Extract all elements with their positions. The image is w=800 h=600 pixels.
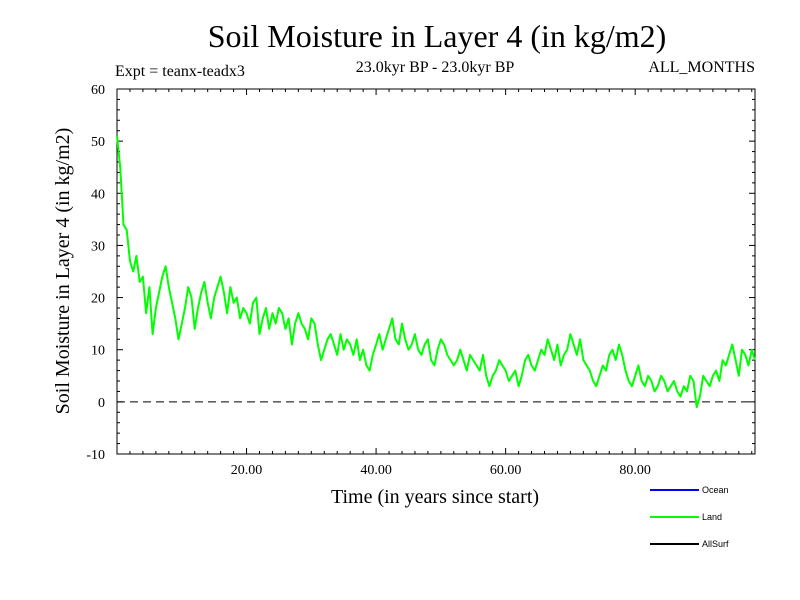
y-tick-label: 20 bbox=[91, 292, 105, 307]
period-label: 23.0kyr BP - 23.0kyr BP bbox=[356, 59, 515, 76]
y-tick-label: 0 bbox=[98, 396, 105, 411]
plot-area: -10 0 10 20 30 40 50 60 20.00 40.00 60.00 80.00 bbox=[86, 83, 756, 478]
y-tick-label: -10 bbox=[86, 448, 105, 463]
experiment-label: Expt = teanx-teadx3 bbox=[115, 63, 245, 80]
chart-title: Soil Moisture in Layer 4 (in kg/m2) bbox=[208, 18, 667, 54]
y-tick-label: 10 bbox=[91, 344, 105, 359]
plot-frame bbox=[116, 88, 756, 455]
x-tick-label: 80.00 bbox=[619, 463, 651, 478]
legend-label-land: Land bbox=[702, 512, 722, 522]
y-tick-label: 60 bbox=[91, 83, 105, 98]
legend: Ocean Land AllSurf bbox=[650, 485, 729, 549]
legend-label-allsurf: AllSurf bbox=[702, 539, 729, 549]
y-axis-label: Soil Moisture in Layer 4 (in kg/m2) bbox=[52, 128, 74, 415]
y-tick-label: 40 bbox=[91, 187, 105, 202]
y-tick-label: 30 bbox=[91, 239, 105, 254]
series-line-land bbox=[116, 135, 756, 409]
x-tick-label: 20.00 bbox=[231, 463, 263, 478]
months-label: ALL_MONTHS bbox=[648, 59, 755, 76]
y-tick-label: 50 bbox=[91, 135, 105, 150]
legend-label-ocean: Ocean bbox=[702, 485, 729, 495]
x-axis-label: Time (in years since start) bbox=[331, 486, 539, 508]
x-tick-label: 60.00 bbox=[490, 463, 522, 478]
x-tick-label: 40.00 bbox=[360, 463, 392, 478]
